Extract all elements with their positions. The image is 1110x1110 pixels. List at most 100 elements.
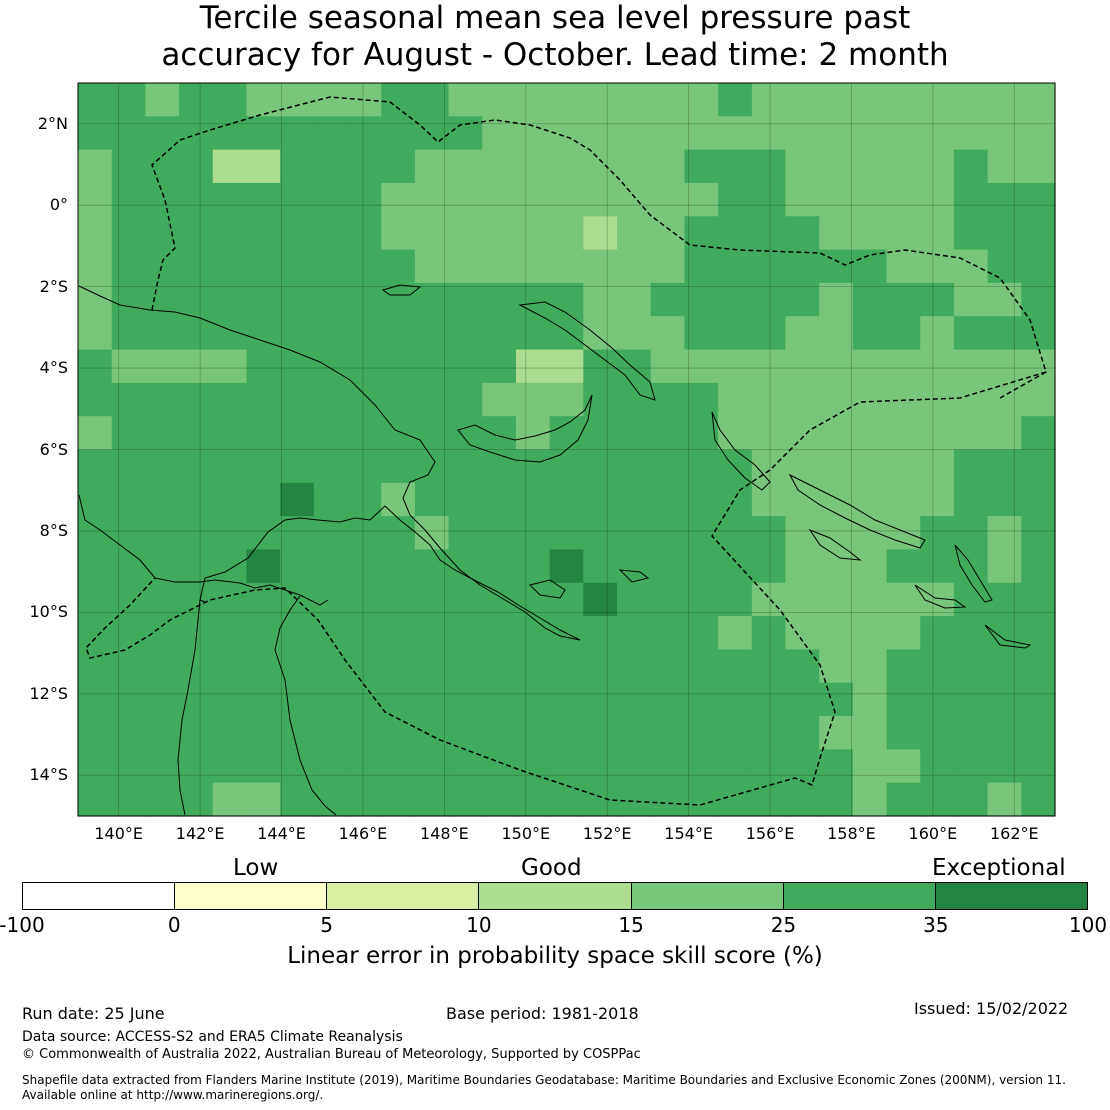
chart-title: Tercile seasonal mean sea level pressure… <box>0 0 1110 74</box>
skill-cell <box>179 416 214 451</box>
skill-cell <box>78 316 113 351</box>
skill-cell <box>819 616 854 651</box>
skill-cell <box>684 249 719 284</box>
skill-cell <box>414 416 450 451</box>
skill-cell <box>987 83 1022 117</box>
skill-cell <box>684 149 719 184</box>
skill-cell <box>246 549 281 584</box>
skill-cell <box>78 249 113 284</box>
skill-cell <box>987 682 1022 717</box>
skill-cell <box>313 449 349 484</box>
skill-cell <box>145 349 180 384</box>
skill-cell <box>718 682 753 717</box>
skill-cell <box>920 682 955 717</box>
skill-cell <box>1021 616 1056 651</box>
skill-cell <box>617 149 652 184</box>
skill-cell <box>347 749 382 784</box>
skill-cell <box>987 116 1022 151</box>
skill-cell <box>718 549 753 584</box>
skill-cell <box>78 382 113 417</box>
skill-cell <box>549 216 584 251</box>
skill-cell <box>583 482 618 517</box>
skill-cell <box>785 482 820 517</box>
skill-cell <box>1021 149 1056 184</box>
skill-cell <box>111 83 146 117</box>
skill-cell <box>145 449 180 484</box>
skill-cell <box>179 316 214 351</box>
skill-cell <box>347 649 382 684</box>
skill-cell <box>313 316 349 351</box>
skill-grid-cells <box>78 83 1056 817</box>
skill-cell <box>212 649 248 684</box>
skill-cell <box>347 182 382 217</box>
skill-cell <box>583 682 618 717</box>
skill-cell <box>111 116 146 151</box>
skill-cell <box>617 249 652 284</box>
skill-cell <box>78 349 113 384</box>
skill-cell <box>751 349 787 384</box>
skill-cell <box>953 182 989 217</box>
bougainville-coast <box>711 411 771 491</box>
colorbar-tick-label: 0 <box>167 913 181 937</box>
skill-cell <box>414 549 450 584</box>
skill-cell <box>78 616 113 651</box>
skill-cell <box>987 716 1022 750</box>
skill-cell <box>111 549 146 584</box>
skill-cell <box>953 482 989 517</box>
skill-cell <box>347 582 382 617</box>
skill-cell <box>987 649 1022 684</box>
skill-cell <box>650 316 686 351</box>
skill-cell <box>414 382 450 417</box>
skill-cell <box>852 582 888 617</box>
skill-cell <box>246 282 281 317</box>
skill-cell <box>819 149 854 184</box>
coastline <box>78 284 1032 816</box>
skill-cell <box>718 449 753 484</box>
skill-cell <box>987 416 1022 451</box>
latitude-label: 4°S <box>39 358 68 378</box>
skill-cell <box>549 182 584 217</box>
skill-cell <box>785 682 820 717</box>
skill-cell <box>515 382 551 417</box>
skill-cell <box>111 616 146 651</box>
skill-cell <box>718 249 753 284</box>
skill-cell <box>482 382 517 417</box>
skill-cell <box>684 782 719 817</box>
skill-cell <box>617 749 652 784</box>
skill-cell <box>886 216 921 251</box>
skill-cell <box>246 649 281 684</box>
skill-cell <box>381 649 416 684</box>
skill-cell <box>448 449 483 484</box>
skill-cell <box>212 249 248 284</box>
skill-cell <box>347 83 382 117</box>
skill-cell <box>886 549 921 584</box>
skill-cell <box>684 349 719 384</box>
skill-cell <box>381 182 416 217</box>
skill-cell <box>987 216 1022 251</box>
skill-cell <box>414 516 450 551</box>
skill-cell <box>650 83 686 117</box>
skill-cell <box>414 216 450 251</box>
skill-cell <box>852 382 888 417</box>
skill-cell <box>920 282 955 317</box>
skill-cell <box>1021 549 1056 584</box>
skill-cell <box>280 216 315 251</box>
skill-cell <box>482 349 517 384</box>
skill-cell <box>482 416 517 451</box>
skill-cell <box>718 649 753 684</box>
skill-cell <box>886 616 921 651</box>
skill-cell <box>617 182 652 217</box>
colorbar <box>22 882 1088 910</box>
skill-cell <box>515 349 551 384</box>
longitude-label: 142°E <box>175 824 225 843</box>
skill-cell <box>819 782 854 817</box>
skill-cell <box>650 149 686 184</box>
skill-cell <box>111 382 146 417</box>
skill-cell <box>78 516 113 551</box>
skill-cell <box>179 516 214 551</box>
new-guinea-coast <box>78 285 581 641</box>
skill-cell <box>145 649 180 684</box>
malaita-coast <box>954 544 993 603</box>
skill-cell <box>751 382 787 417</box>
skill-cell <box>751 149 787 184</box>
